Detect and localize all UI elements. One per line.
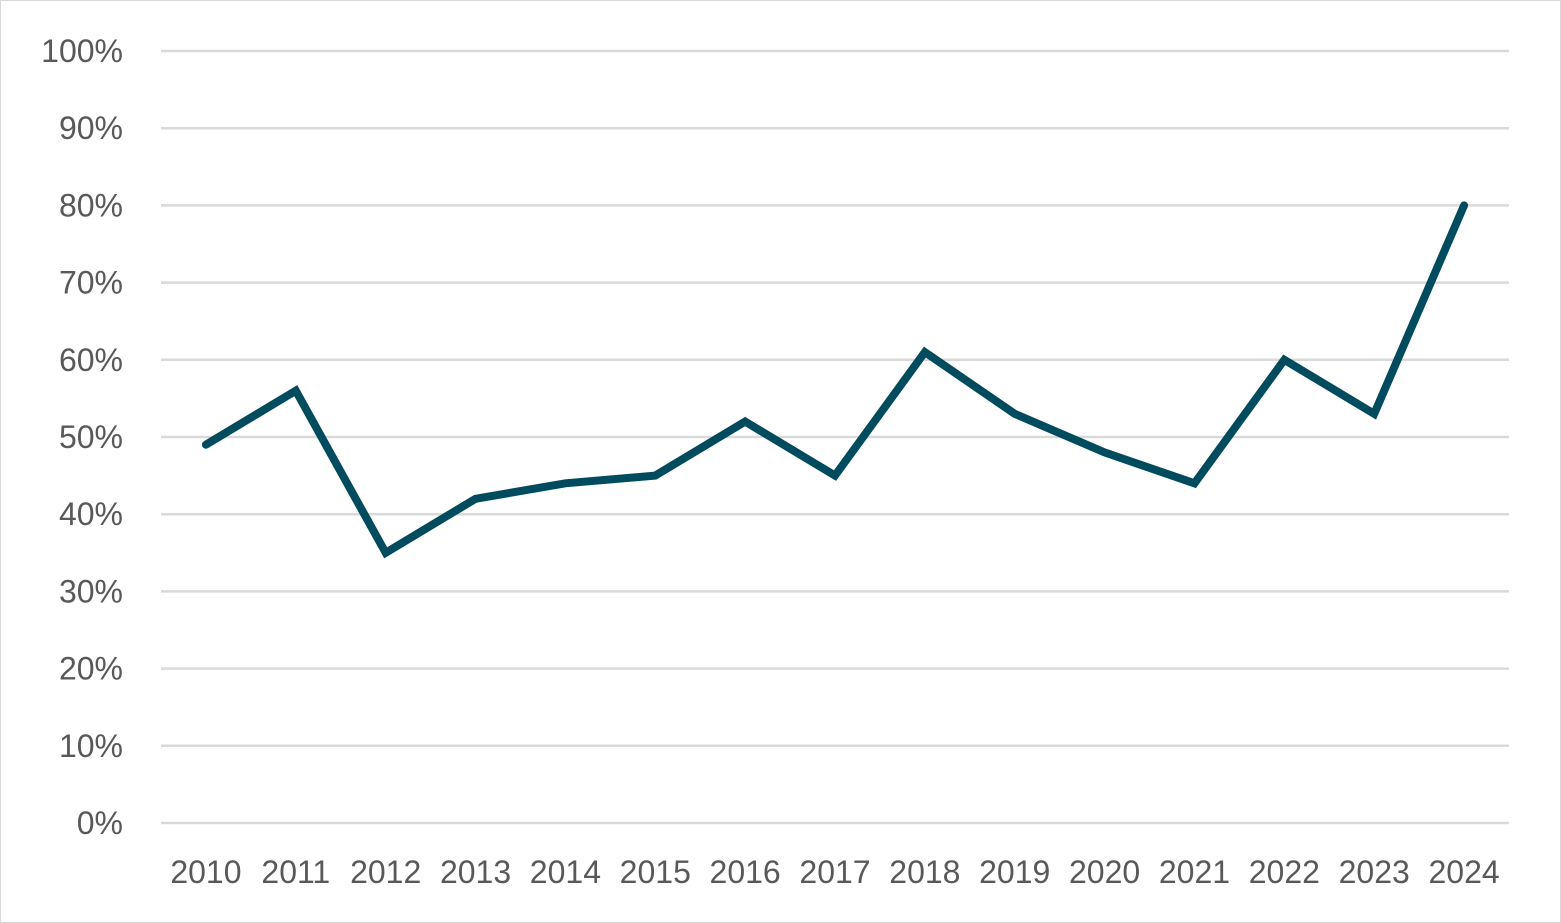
x-tick-label: 2016 xyxy=(710,854,781,890)
x-tick-label: 2021 xyxy=(1159,854,1230,890)
y-tick-label: 30% xyxy=(59,573,123,609)
x-axis: 2010 2011 2012 2013 2014 2015 2016 2017 2018 2019… xyxy=(170,854,1499,890)
y-tick-label: 50% xyxy=(59,419,123,455)
data-point-2018 xyxy=(924,351,926,353)
y-tick-label: 70% xyxy=(59,265,123,301)
x-tick-label: 2015 xyxy=(620,854,691,890)
x-tick-label: 2022 xyxy=(1249,854,1320,890)
y-axis: 0% 10% 20% 30% 40% 50% 60% 70% 80% 90% 100% xyxy=(41,33,123,841)
series-layer xyxy=(201,201,1469,559)
y-tick-label: 100% xyxy=(41,33,123,69)
data-point-2012 xyxy=(385,552,387,554)
data-point-2017 xyxy=(834,475,836,477)
data-point-2016 xyxy=(744,421,746,423)
y-tick-label: 90% xyxy=(59,110,123,146)
data-point-2024 xyxy=(1463,204,1465,206)
y-tick-label: 10% xyxy=(59,728,123,764)
x-tick-label: 2012 xyxy=(350,854,421,890)
data-point-2013 xyxy=(475,498,477,500)
gridlines xyxy=(161,49,1509,825)
x-tick-label: 2023 xyxy=(1339,854,1410,890)
x-tick-label: 2018 xyxy=(889,854,960,890)
x-tick-label: 2011 xyxy=(261,854,330,890)
y-tick-label: 0% xyxy=(77,805,123,841)
data-point-2022 xyxy=(1283,359,1285,361)
series-line-0 xyxy=(201,201,1469,559)
data-point-2021 xyxy=(1193,482,1195,484)
x-tick-label: 2014 xyxy=(530,854,601,890)
data-point-2011 xyxy=(295,390,297,392)
x-tick-label: 2024 xyxy=(1428,854,1499,890)
data-point-2010 xyxy=(205,444,207,446)
y-tick-label: 20% xyxy=(59,651,123,687)
x-tick-label: 2017 xyxy=(799,854,870,890)
x-tick-label: 2019 xyxy=(979,854,1050,890)
data-point-2014 xyxy=(564,482,566,484)
data-point-2020 xyxy=(1104,451,1106,453)
x-tick-label: 2013 xyxy=(440,854,511,890)
y-tick-label: 40% xyxy=(59,496,123,532)
y-tick-label: 60% xyxy=(59,342,123,378)
data-point-2015 xyxy=(654,475,656,477)
data-point-2023 xyxy=(1373,413,1375,415)
x-tick-label: 2020 xyxy=(1069,854,1140,890)
data-point-2019 xyxy=(1014,413,1016,415)
x-tick-label: 2010 xyxy=(170,854,241,890)
y-tick-label: 80% xyxy=(59,187,123,223)
